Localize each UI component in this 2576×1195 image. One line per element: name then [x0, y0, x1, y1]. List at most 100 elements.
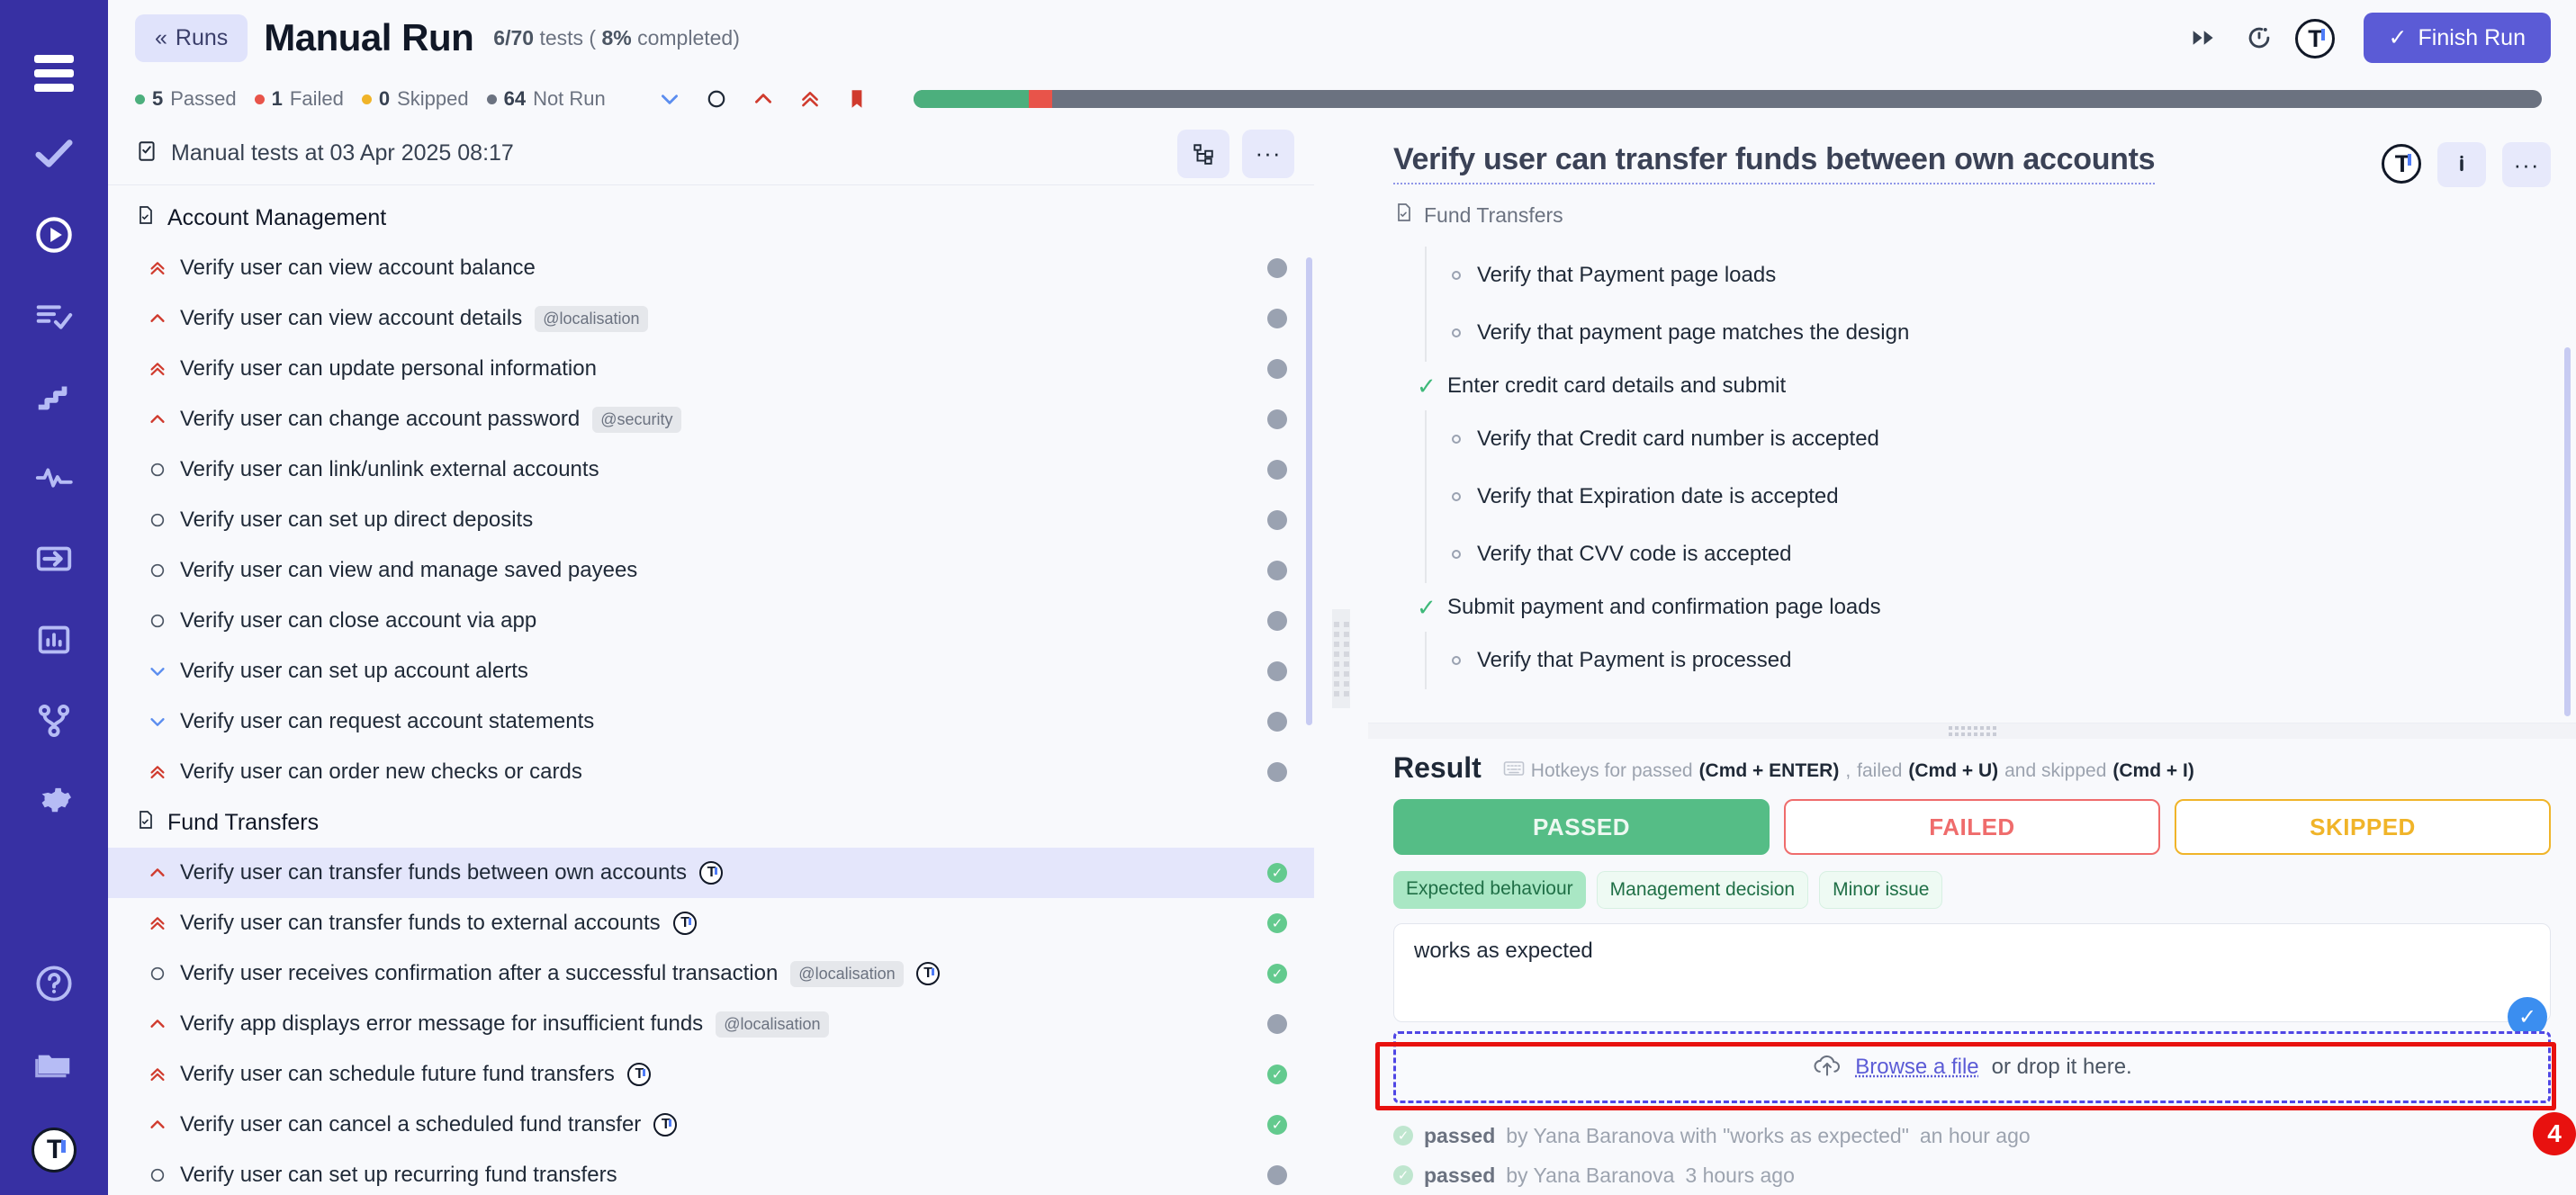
- test-status-passed-dot[interactable]: ✓: [1267, 964, 1287, 984]
- workspace-logo[interactable]: T: [0, 1105, 108, 1195]
- test-row[interactable]: Verify user can view account details @loc…: [108, 293, 1314, 344]
- test-tag[interactable]: @security: [592, 406, 681, 433]
- substep-status-ring-icon[interactable]: [1452, 271, 1461, 280]
- priority-critical-icon[interactable]: [148, 762, 167, 782]
- test-status-notrun-dot[interactable]: [1267, 359, 1287, 379]
- status-counter-passed[interactable]: 5 Passed: [135, 87, 237, 111]
- help-icon[interactable]: [0, 943, 108, 1024]
- priority-high-icon[interactable]: [148, 863, 167, 883]
- test-tag[interactable]: @localisation: [535, 305, 648, 332]
- priority-high-chevron-up-icon[interactable]: [752, 87, 775, 111]
- priority-blocker-flag-icon[interactable]: [845, 87, 869, 111]
- runs-play-icon[interactable]: [0, 194, 108, 275]
- test-row[interactable]: Verify user can set up account alerts: [108, 646, 1314, 696]
- timer-icon[interactable]: [2239, 18, 2279, 58]
- test-status-passed-dot[interactable]: ✓: [1267, 913, 1287, 933]
- substep-status-ring-icon[interactable]: [1452, 550, 1461, 559]
- test-row[interactable]: Verify user can close account via app: [108, 596, 1314, 646]
- test-step[interactable]: ✓ Enter credit card details and submit: [1393, 362, 2551, 410]
- priority-low-icon[interactable]: [148, 712, 167, 732]
- pane-resize-divider[interactable]: [1314, 122, 1368, 1195]
- priority-normal-icon[interactable]: [148, 1166, 167, 1184]
- test-status-passed-dot[interactable]: ✓: [1267, 863, 1287, 883]
- breadcrumb[interactable]: Fund Transfers: [1393, 202, 2551, 229]
- test-substep[interactable]: Verify that Credit card number is accept…: [1427, 410, 2551, 468]
- priority-critical-icon[interactable]: [148, 359, 167, 379]
- verdict-failed-button[interactable]: FAILED: [1784, 799, 2160, 855]
- list-more-options-button[interactable]: ···: [1242, 129, 1294, 178]
- test-row[interactable]: Verify user can set up recurring fund tr…: [108, 1150, 1314, 1195]
- test-status-passed-dot[interactable]: ✓: [1267, 1065, 1287, 1084]
- priority-normal-icon[interactable]: [148, 511, 167, 529]
- priority-normal-icon[interactable]: [148, 612, 167, 630]
- fast-forward-icon[interactable]: [2184, 18, 2223, 58]
- test-row[interactable]: Verify app displays error message for in…: [108, 999, 1314, 1049]
- verdict-passed-button[interactable]: PASSED: [1393, 799, 1770, 855]
- tests-check-icon[interactable]: [0, 113, 108, 194]
- test-status-notrun-dot[interactable]: [1267, 712, 1287, 732]
- test-row[interactable]: Verify user can set up direct deposits: [108, 495, 1314, 545]
- status-counter-notrun[interactable]: 64 Not Run: [486, 87, 606, 111]
- test-row[interactable]: Verify user can cancel a scheduled fund …: [108, 1100, 1314, 1150]
- test-status-notrun-dot[interactable]: [1267, 762, 1287, 782]
- test-status-notrun-dot[interactable]: [1267, 309, 1287, 328]
- test-row[interactable]: Verify user can view and manage saved pa…: [108, 545, 1314, 596]
- detail-title[interactable]: Verify user can transfer funds between o…: [1393, 142, 2156, 184]
- test-row[interactable]: Verify user can order new checks or card…: [108, 747, 1314, 797]
- test-group-header[interactable]: Account Management: [108, 193, 1314, 243]
- test-steps-list[interactable]: Verify that Payment page loads Verify tha…: [1368, 247, 2576, 723]
- test-substep[interactable]: Verify that CVV code is accepted: [1427, 526, 2551, 583]
- file-dropzone[interactable]: Browse a file or drop it here.: [1393, 1031, 2551, 1103]
- comment-submit-button[interactable]: ✓: [2508, 997, 2547, 1037]
- test-row[interactable]: Verify user receives confirmation after …: [108, 948, 1314, 999]
- priority-low-chevron-down-icon[interactable]: [658, 87, 681, 111]
- test-status-notrun-dot[interactable]: [1267, 611, 1287, 631]
- test-row[interactable]: Verify user can transfer funds between o…: [108, 848, 1314, 898]
- priority-high-icon[interactable]: [148, 1014, 167, 1034]
- substep-status-ring-icon[interactable]: [1452, 328, 1461, 337]
- browse-a-file-link[interactable]: Browse a file: [1855, 1055, 1979, 1079]
- import-icon[interactable]: [0, 518, 108, 599]
- step-check-icon[interactable]: ✓: [1417, 372, 1437, 400]
- projects-folder-icon[interactable]: [0, 1024, 108, 1105]
- test-row[interactable]: Verify user can link/unlink external acc…: [108, 445, 1314, 495]
- settings-gear-icon[interactable]: [0, 761, 108, 842]
- substep-status-ring-icon[interactable]: [1452, 492, 1461, 501]
- integrations-branch-icon[interactable]: [0, 680, 108, 761]
- menu-icon[interactable]: [0, 32, 108, 113]
- test-substep[interactable]: Verify that Payment page loads: [1427, 247, 2551, 304]
- step-check-icon[interactable]: ✓: [1417, 593, 1437, 621]
- result-resize-grip[interactable]: [1368, 723, 2576, 739]
- test-status-notrun-dot[interactable]: [1267, 561, 1287, 580]
- priority-critical-icon[interactable]: [148, 913, 167, 933]
- detail-more-options-button[interactable]: ···: [2502, 142, 2551, 187]
- workspace-logo-icon[interactable]: T: [2294, 18, 2335, 58]
- detail-timer-icon[interactable]: [2437, 142, 2486, 187]
- test-row[interactable]: Verify user can request account statemen…: [108, 696, 1314, 747]
- test-row[interactable]: Verify user can transfer funds to extern…: [108, 898, 1314, 948]
- priority-high-icon[interactable]: [148, 1115, 167, 1135]
- result-comment-input[interactable]: works as expected: [1393, 923, 2551, 1022]
- status-counter-skipped[interactable]: 0 Skipped: [361, 87, 469, 111]
- test-substep[interactable]: Verify that payment page matches the des…: [1427, 304, 2551, 362]
- test-tag[interactable]: @localisation: [716, 1011, 829, 1038]
- test-status-notrun-dot[interactable]: [1267, 258, 1287, 278]
- reports-chart-icon[interactable]: [0, 599, 108, 680]
- tree-view-icon[interactable]: [1177, 129, 1229, 178]
- priority-high-icon[interactable]: [148, 309, 167, 328]
- plans-list-icon[interactable]: [0, 275, 108, 356]
- chip-minor-issue[interactable]: Minor issue: [1819, 871, 1943, 909]
- test-status-passed-dot[interactable]: ✓: [1267, 1115, 1287, 1135]
- test-list-scroll[interactable]: Account Management Verify user can view a…: [108, 185, 1314, 1195]
- test-tag[interactable]: @localisation: [790, 960, 904, 987]
- test-group-header[interactable]: Fund Transfers: [108, 797, 1314, 848]
- priority-critical-double-chevron-up-icon[interactable]: [798, 87, 822, 111]
- steps-scrollbar[interactable]: [2564, 347, 2571, 716]
- test-step[interactable]: ✓ Submit payment and confirmation page lo…: [1393, 583, 2551, 632]
- priority-high-icon[interactable]: [148, 409, 167, 429]
- priority-low-icon[interactable]: [148, 661, 167, 681]
- chip-expected-behaviour[interactable]: Expected behaviour: [1393, 871, 1586, 909]
- priority-normal-icon[interactable]: [148, 461, 167, 479]
- finish-run-button[interactable]: ✓ Finish Run: [2363, 13, 2551, 63]
- test-substep[interactable]: Verify that Payment is processed: [1427, 632, 2551, 689]
